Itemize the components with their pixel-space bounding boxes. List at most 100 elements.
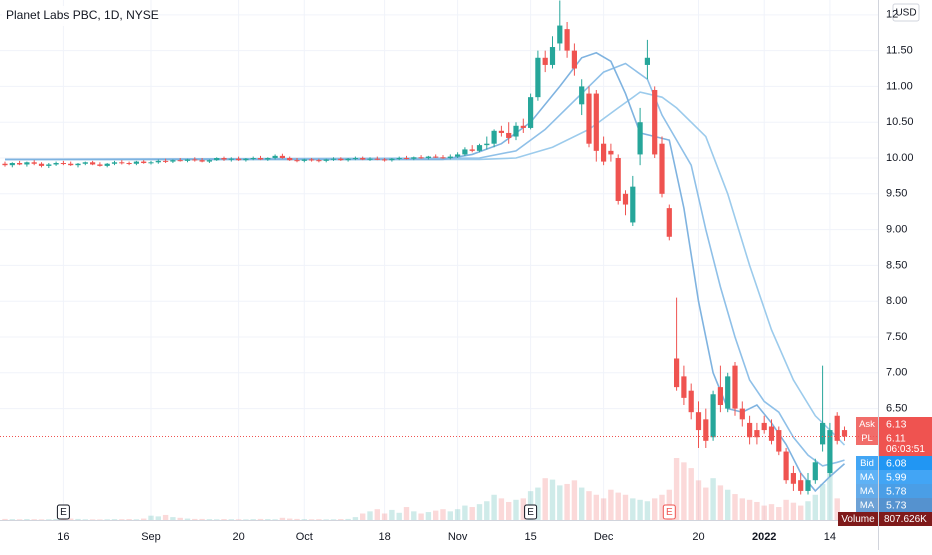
- volume-bar: [418, 513, 424, 520]
- candle-body: [374, 158, 380, 160]
- candle-body: [440, 157, 446, 159]
- volume-bar: [367, 511, 373, 520]
- volume-bar: [75, 518, 81, 520]
- candle-body: [104, 163, 110, 166]
- volume-bar: [46, 519, 52, 520]
- volume-bar: [352, 517, 359, 520]
- badge-value: 6.08: [886, 457, 907, 469]
- candle-body: [798, 480, 804, 491]
- y-tick-label: 11.50: [886, 45, 913, 57]
- volume-badge-value: 807.626K: [884, 514, 927, 525]
- volume-bar: [133, 519, 140, 520]
- candle-body: [717, 387, 723, 406]
- candle-body: [447, 156, 453, 159]
- x-tick-label: 20: [692, 531, 704, 543]
- candle-body: [352, 158, 358, 160]
- x-tick-label: Sep: [141, 531, 161, 543]
- volume-bar: [199, 518, 205, 520]
- candle-body: [754, 430, 760, 438]
- candle-body: [141, 161, 147, 164]
- badge-name: Bid: [860, 458, 874, 469]
- candle-body: [520, 125, 526, 128]
- volume-bar: [608, 489, 614, 520]
- candle-body: [790, 473, 796, 484]
- volume-bar: [768, 504, 775, 520]
- x-tick-label: 15: [524, 531, 536, 543]
- volume-bar: [316, 519, 322, 520]
- candle-body: [148, 162, 154, 164]
- x-tick-label: 18: [378, 531, 390, 543]
- candle-body: [637, 122, 643, 155]
- candle-body: [557, 25, 563, 44]
- candle-body: [170, 160, 176, 162]
- volume-bar: [652, 498, 658, 520]
- volume-bar: [630, 498, 636, 520]
- volume-bar: [228, 519, 234, 520]
- volume-bar: [725, 489, 731, 520]
- volume-bar: [192, 518, 198, 520]
- volume-bar: [776, 507, 782, 520]
- volume-bar: [476, 504, 483, 520]
- volume-bar: [644, 501, 651, 520]
- volume-bar: [761, 505, 767, 520]
- candle-body: [345, 158, 351, 161]
- volume-bar: [557, 485, 563, 520]
- y-tick-label: 12: [886, 9, 898, 21]
- volume-bar: [732, 494, 738, 520]
- volume-bar: [243, 519, 249, 520]
- volume-bar: [571, 480, 578, 520]
- event-marker: [524, 504, 538, 520]
- volume-bar: [338, 519, 344, 520]
- candle-body: [812, 462, 818, 481]
- volume-bar: [535, 487, 541, 520]
- candle-body: [725, 376, 731, 409]
- candle-body: [528, 97, 534, 128]
- volume-bar: [381, 513, 388, 520]
- volume-bar: [469, 507, 475, 520]
- candle-body: [367, 158, 373, 160]
- candle-body: [257, 158, 264, 160]
- candle-body: [133, 161, 139, 164]
- candle-body: [622, 193, 629, 205]
- volume-bar: [9, 519, 15, 520]
- badge-name: MA: [860, 472, 875, 483]
- candle-body: [126, 163, 132, 165]
- candle-body: [192, 159, 198, 161]
- volume-bar: [257, 518, 264, 520]
- volume-bar: [148, 515, 154, 520]
- volume-bar: [374, 509, 380, 520]
- candle-body: [294, 160, 300, 162]
- candle-body: [841, 430, 848, 437]
- volume-bar: [141, 518, 147, 520]
- volume-bar: [673, 458, 680, 520]
- volume-bar: [2, 518, 8, 520]
- volume-bar: [411, 511, 417, 520]
- volume-badge-name-box: [838, 512, 878, 526]
- volume-bar: [53, 519, 59, 520]
- y-tick-label: 10.50: [886, 116, 914, 128]
- volume-bar: [549, 479, 556, 520]
- candle-body: [403, 158, 410, 160]
- volume-bar: [308, 519, 315, 520]
- volume-bar: [294, 518, 300, 520]
- y-tick-label: 10.00: [886, 152, 914, 164]
- candle-body: [316, 160, 322, 162]
- volume-bar: [783, 499, 789, 520]
- candle-body: [579, 86, 585, 105]
- candle-body: [425, 156, 431, 159]
- candle-body: [17, 163, 23, 165]
- volume-bar: [111, 519, 118, 520]
- volume-bar: [746, 499, 753, 520]
- candle-body: [484, 143, 490, 146]
- volume-bar: [68, 518, 74, 520]
- badge-value: 5.73: [886, 499, 907, 511]
- candle-body: [323, 159, 329, 161]
- candle-body: [155, 160, 161, 163]
- candle-body: [476, 145, 483, 151]
- volume-bar: [360, 513, 366, 520]
- candle-body: [111, 162, 118, 164]
- candle-body: [834, 415, 840, 441]
- volume-bar: [586, 491, 592, 520]
